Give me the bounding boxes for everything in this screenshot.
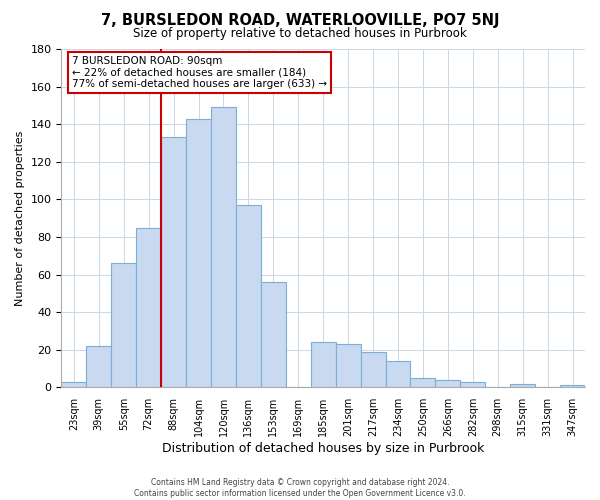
Bar <box>186 118 211 388</box>
Bar <box>161 138 186 388</box>
Bar <box>136 228 161 388</box>
Bar <box>560 386 585 388</box>
Bar <box>111 264 136 388</box>
Bar <box>86 346 111 388</box>
X-axis label: Distribution of detached houses by size in Purbrook: Distribution of detached houses by size … <box>162 442 484 455</box>
Bar <box>211 108 236 388</box>
Bar <box>410 378 436 388</box>
Bar <box>361 352 386 388</box>
Bar <box>61 382 86 388</box>
Bar <box>236 205 261 388</box>
Text: Size of property relative to detached houses in Purbrook: Size of property relative to detached ho… <box>133 28 467 40</box>
Bar <box>510 384 535 388</box>
Bar <box>436 380 460 388</box>
Bar <box>386 361 410 388</box>
Text: 7, BURSLEDON ROAD, WATERLOOVILLE, PO7 5NJ: 7, BURSLEDON ROAD, WATERLOOVILLE, PO7 5N… <box>101 12 499 28</box>
Bar <box>311 342 335 388</box>
Bar <box>460 382 485 388</box>
Text: Contains HM Land Registry data © Crown copyright and database right 2024.
Contai: Contains HM Land Registry data © Crown c… <box>134 478 466 498</box>
Text: 7 BURSLEDON ROAD: 90sqm
← 22% of detached houses are smaller (184)
77% of semi-d: 7 BURSLEDON ROAD: 90sqm ← 22% of detache… <box>72 56 327 89</box>
Y-axis label: Number of detached properties: Number of detached properties <box>15 130 25 306</box>
Bar <box>261 282 286 388</box>
Bar <box>335 344 361 388</box>
